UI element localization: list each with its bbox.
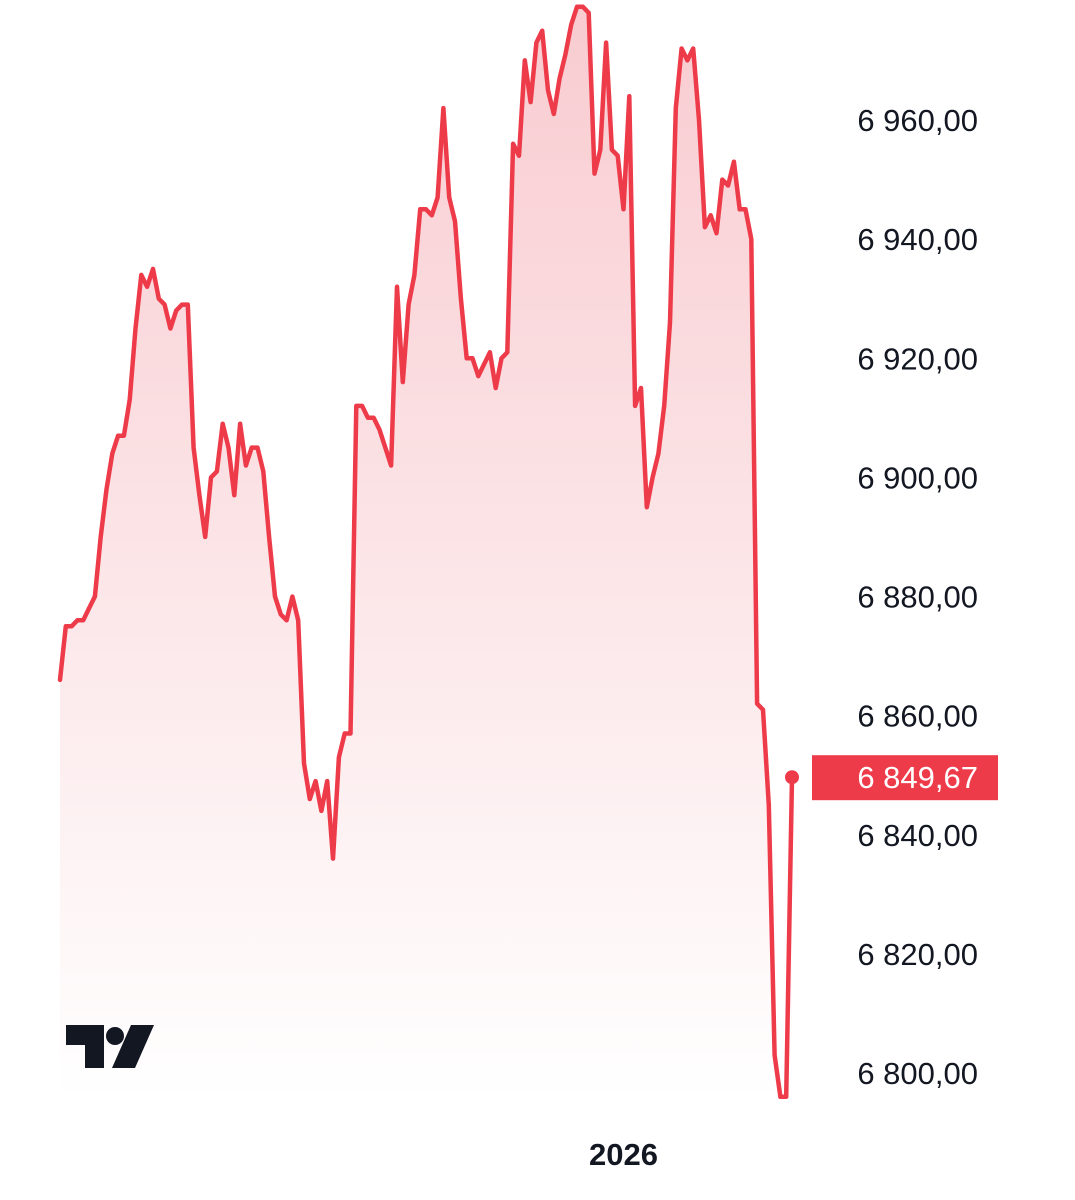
x-tick-label: 2026: [589, 1137, 658, 1172]
tradingview-logo-slash: [112, 1025, 154, 1068]
y-tick-label: 6 920,00: [857, 341, 978, 376]
series-line: [57, 4, 795, 1100]
series-area-fill: [60, 6, 792, 1100]
y-tick-label: 6 880,00: [857, 580, 978, 615]
tradingview-logo-dot: [106, 1027, 124, 1045]
y-tick-label: 6 960,00: [857, 103, 978, 138]
y-tick-label: 6 860,00: [857, 699, 978, 734]
last-price-label-background: [812, 755, 998, 801]
y-tick-label: 6 840,00: [857, 818, 978, 853]
area-layer: [60, 6, 792, 1100]
tradingview-logo-t-shape: [66, 1025, 104, 1068]
tradingview-logo[interactable]: [66, 1025, 154, 1068]
last-price-tag: 6 849,67: [812, 755, 998, 801]
y-tick-label: 6 900,00: [857, 460, 978, 495]
x-axis[interactable]: 202613: [589, 1137, 1075, 1172]
last-price-point: [785, 770, 799, 785]
y-tick-label: 6 800,00: [857, 1056, 978, 1091]
y-tick-label: 6 940,00: [857, 222, 978, 257]
y-tick-label: 6 820,00: [857, 937, 978, 972]
line-layer: [57, 4, 799, 1100]
last-price-label: 6 849,67: [857, 760, 978, 795]
y-axis[interactable]: 6 960,00 6 940,00 6 920,00 6 900,00 6 880,00…: [857, 103, 978, 1091]
